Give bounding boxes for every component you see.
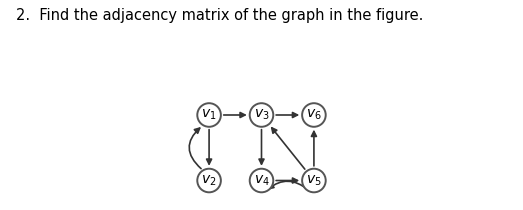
Circle shape: [302, 103, 326, 127]
FancyArrowPatch shape: [259, 130, 264, 164]
Circle shape: [249, 103, 274, 127]
Text: $v_5$: $v_5$: [306, 173, 322, 188]
Text: $v_1$: $v_1$: [201, 108, 217, 122]
Text: $v_2$: $v_2$: [201, 173, 217, 188]
FancyArrowPatch shape: [276, 178, 298, 183]
Circle shape: [197, 103, 221, 127]
FancyArrowPatch shape: [276, 113, 298, 118]
Circle shape: [302, 169, 326, 192]
Text: $v_4$: $v_4$: [254, 173, 269, 188]
Text: 2.  Find the adjacency matrix of the graph in the figure.: 2. Find the adjacency matrix of the grap…: [16, 8, 423, 23]
FancyArrowPatch shape: [272, 128, 305, 169]
Text: $v_6$: $v_6$: [306, 108, 322, 122]
FancyArrowPatch shape: [207, 130, 212, 164]
Text: $v_3$: $v_3$: [254, 108, 269, 122]
FancyArrowPatch shape: [189, 128, 201, 169]
Circle shape: [197, 169, 221, 192]
FancyArrowPatch shape: [224, 113, 245, 118]
Circle shape: [249, 169, 274, 192]
FancyArrowPatch shape: [311, 131, 316, 166]
FancyArrowPatch shape: [269, 181, 308, 190]
